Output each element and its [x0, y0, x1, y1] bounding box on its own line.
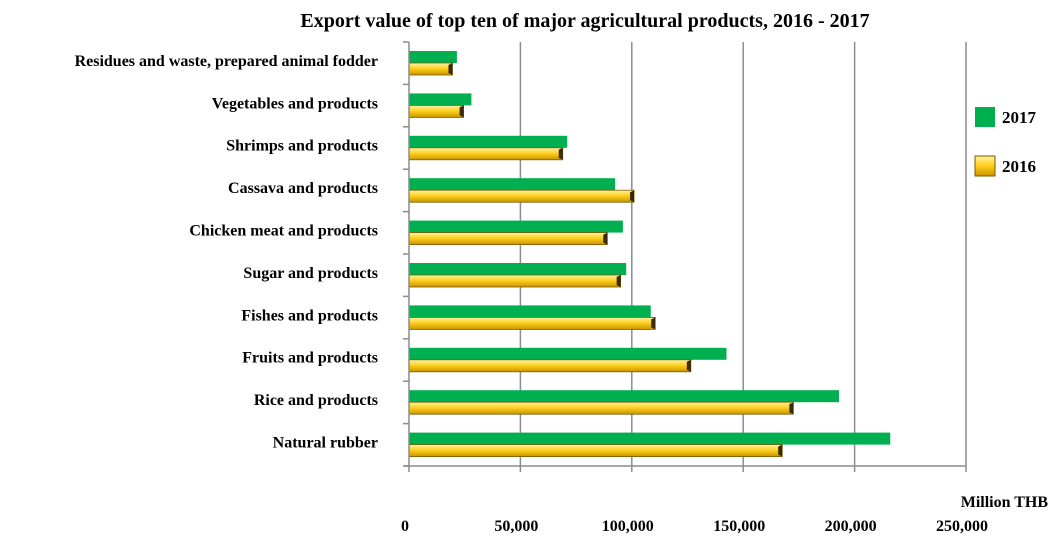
- category-label: Vegetables and products: [212, 95, 378, 112]
- category-label: Cassava and products: [228, 180, 378, 197]
- bar-2016-end: [651, 317, 656, 330]
- bar-2016: [408, 274, 622, 288]
- bar-2016: [408, 147, 564, 161]
- category-label: Sugar and products: [243, 265, 378, 282]
- chart-title: Export value of top ten of major agricul…: [300, 10, 869, 32]
- bar-2016: [408, 444, 783, 458]
- bar-2017: [409, 347, 727, 360]
- bar-2016-end: [789, 402, 794, 415]
- legend-swatch: [975, 107, 995, 127]
- bar-2017: [409, 51, 457, 63]
- bar-2016: [408, 62, 453, 76]
- bar-2017: [409, 432, 891, 445]
- legend: 2017 2016: [974, 107, 1037, 177]
- category-label: Shrimps and products: [226, 138, 378, 155]
- legend-label: 2017: [1002, 108, 1037, 127]
- x-tick-label: 250,000: [936, 518, 988, 535]
- x-axis-label: Million THB: [961, 494, 1049, 511]
- x-tick-label: 100,000: [602, 518, 654, 535]
- bar-2016-end: [603, 232, 608, 245]
- bar-2016-end: [630, 190, 635, 203]
- legend-label: 2016: [1002, 157, 1036, 176]
- x-tick-label: 50,000: [494, 518, 538, 535]
- category-label: Fruits and products: [242, 350, 378, 367]
- category-label: Fishes and products: [241, 307, 378, 324]
- category-label: Residues and waste, prepared animal fodd…: [75, 53, 378, 70]
- bar-2016: [408, 105, 464, 118]
- bar-2017: [409, 135, 568, 148]
- x-tick-label: 0: [401, 518, 409, 535]
- bar-2017: [409, 93, 472, 106]
- bar-2017: [409, 263, 627, 275]
- bar-2016-end: [778, 444, 783, 457]
- bar-2016: [408, 359, 692, 373]
- category-label: Natural rubber: [273, 434, 378, 451]
- x-tick-label: 150,000: [713, 518, 765, 535]
- bar-2016: [408, 189, 635, 203]
- bar-2016-end: [558, 147, 563, 160]
- bar-2016: [408, 232, 608, 246]
- x-tick-label: 200,000: [825, 518, 877, 535]
- bar-2016: [408, 401, 794, 415]
- bar-2017: [409, 220, 623, 233]
- category-label: Chicken meat and products: [189, 222, 378, 239]
- legend-swatch: [974, 155, 996, 177]
- bar-2017: [409, 178, 616, 191]
- bar-2016-end: [448, 63, 453, 75]
- bar-2016: [408, 316, 656, 330]
- bar-2016-end: [616, 275, 621, 287]
- category-label: Rice and products: [254, 392, 378, 409]
- bar-2017: [409, 305, 651, 318]
- bar-2017: [409, 390, 840, 403]
- bar-2016-end: [686, 359, 691, 372]
- bar-2016-end: [459, 105, 464, 118]
